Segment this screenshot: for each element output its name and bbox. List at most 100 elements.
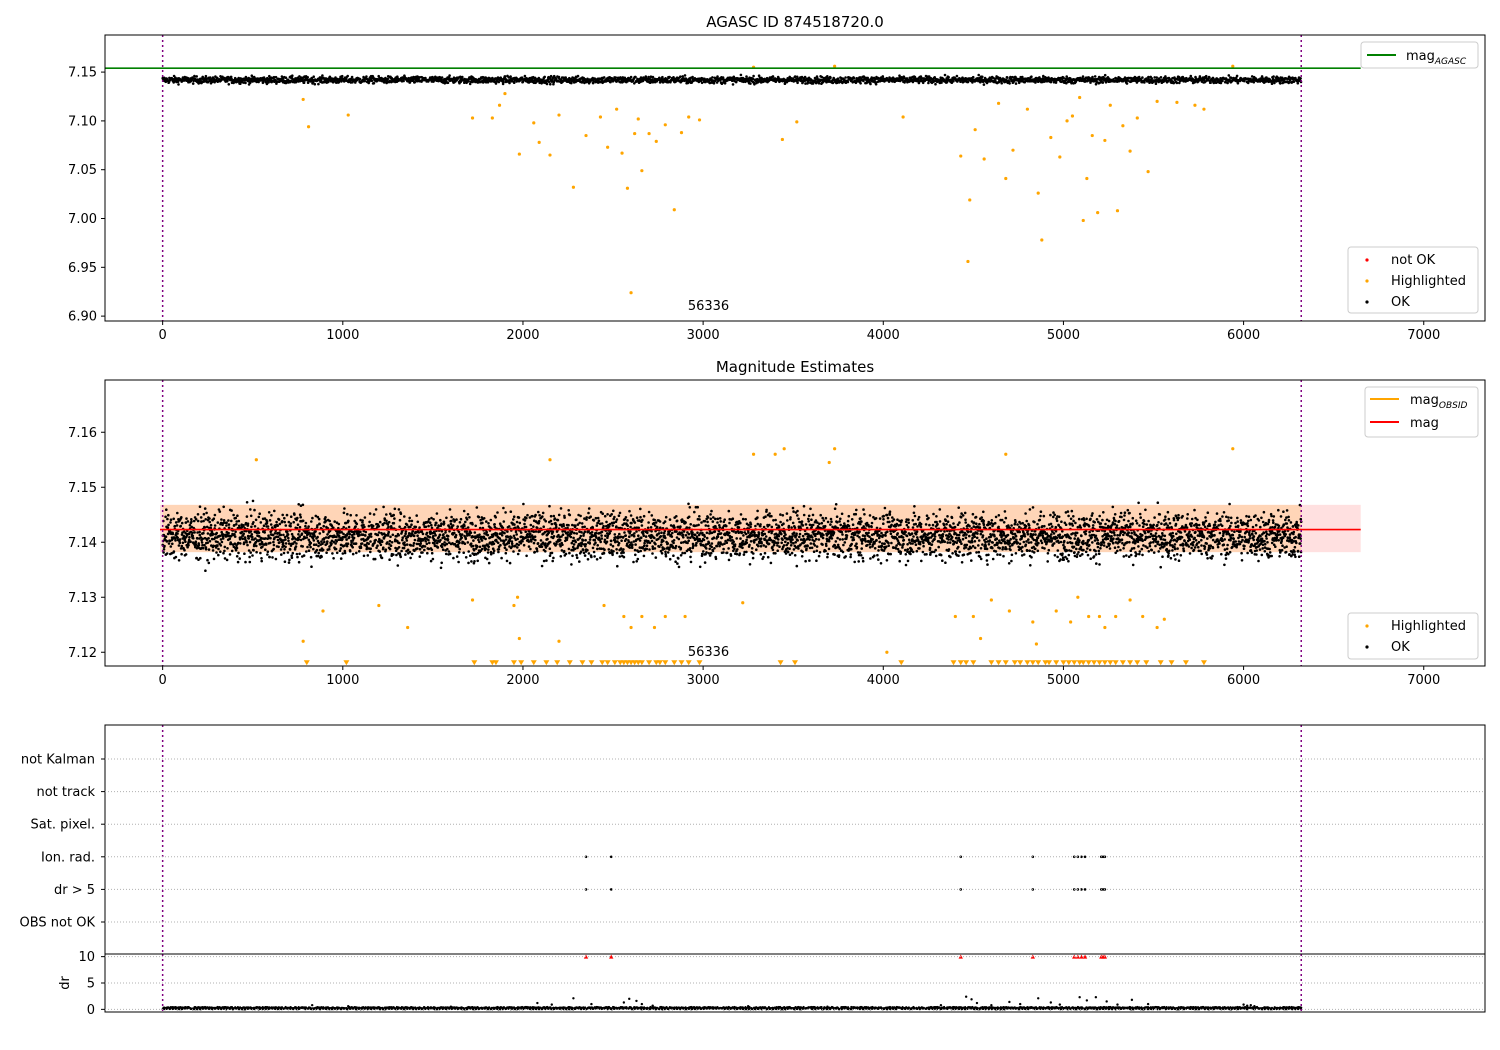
ok-point: [342, 532, 345, 536]
ok-point: [385, 519, 388, 523]
ok-point: [469, 542, 473, 545]
ok-point: [260, 559, 264, 563]
ok-point: [272, 75, 276, 79]
ok-point: [1204, 74, 1208, 78]
ok-point: [283, 548, 286, 551]
ok-point: [553, 517, 557, 520]
ok-point: [218, 534, 222, 538]
ok-point: [403, 541, 406, 544]
ok-point: [532, 541, 536, 545]
ok-point: [463, 542, 467, 545]
ok-point: [505, 559, 509, 563]
ok-point: [309, 545, 312, 549]
ok-point: [284, 542, 288, 545]
ok-point: [489, 518, 493, 522]
ok-point: [403, 534, 407, 538]
ok-point: [573, 547, 577, 551]
ok-point: [414, 525, 418, 529]
highlighted-point: [571, 185, 576, 189]
ok-point: [943, 73, 947, 77]
ok-point: [244, 81, 247, 85]
ok-point: [522, 502, 525, 506]
ok-point: [196, 513, 200, 516]
ok-point: [416, 520, 420, 524]
ok-point: [185, 517, 188, 520]
ok-point: [401, 538, 404, 542]
ok-point: [284, 538, 287, 541]
ok-point: [1006, 76, 1009, 79]
ok-point: [518, 521, 522, 525]
ok-point: [279, 533, 283, 537]
ok-point: [515, 533, 518, 536]
ok-point: [380, 556, 384, 560]
ok-point: [534, 530, 538, 533]
ok-point: [202, 519, 205, 523]
ok-point: [281, 513, 285, 517]
ok-point: [305, 536, 309, 539]
ok-point: [461, 75, 464, 79]
ok-point: [457, 560, 460, 564]
ok-point: [428, 535, 432, 539]
ok-point: [487, 561, 491, 565]
ok-point: [596, 547, 599, 551]
ok-point: [448, 74, 451, 77]
ok-point: [566, 536, 569, 539]
ok-point: [494, 516, 498, 519]
ok-point: [287, 561, 291, 564]
ok-point: [363, 79, 367, 83]
ok-point: [504, 551, 508, 555]
ok-point: [559, 538, 562, 542]
ok-point: [198, 530, 201, 534]
ok-point: [555, 525, 558, 529]
ok-point: [351, 546, 355, 549]
ok-point: [551, 559, 554, 563]
ok-point: [355, 551, 358, 555]
ok-point: [410, 523, 413, 526]
ok-point: [512, 515, 516, 518]
highlighted-point: [901, 115, 905, 119]
ok-point: [442, 533, 445, 536]
ok-point: [602, 76, 606, 79]
ok-point: [478, 545, 482, 549]
ok-point: [955, 74, 959, 78]
ok-point: [267, 511, 271, 514]
ok-point: [503, 75, 507, 78]
ok-point: [275, 520, 278, 524]
ok-point: [523, 74, 527, 78]
ok-point: [457, 551, 461, 554]
ok-point: [265, 520, 269, 523]
ok-point: [355, 522, 359, 526]
ok-point: [191, 531, 194, 535]
ok-point: [387, 530, 391, 534]
ok-point: [266, 525, 270, 528]
highlighted-point: [629, 291, 633, 295]
ok-point: [495, 532, 499, 536]
ok-point: [213, 524, 217, 527]
ok-point: [496, 511, 499, 514]
ok-point: [446, 538, 450, 541]
ok-point: [336, 77, 339, 81]
ok-point: [413, 538, 417, 542]
ok-point: [345, 544, 349, 548]
ok-point: [440, 545, 444, 549]
ok-point: [388, 558, 391, 561]
ok-point: [167, 542, 171, 545]
ok-point: [544, 542, 547, 545]
ok-point: [588, 542, 592, 545]
ok-point: [423, 548, 426, 552]
p1-xtick-label-6: 6000: [1227, 328, 1260, 343]
ok-point: [406, 548, 410, 552]
ok-point: [881, 75, 885, 78]
ok-point: [188, 536, 191, 539]
ok-point: [528, 532, 532, 536]
ok-point: [1292, 80, 1296, 83]
ok-point: [331, 552, 334, 555]
ok-point: [572, 543, 576, 546]
ok-point: [512, 81, 516, 84]
ok-point: [508, 561, 512, 565]
highlighted-point: [1058, 155, 1062, 159]
ok-point: [198, 505, 202, 509]
ok-point: [446, 547, 449, 551]
ok-point: [301, 545, 305, 548]
ok-point: [204, 569, 207, 572]
